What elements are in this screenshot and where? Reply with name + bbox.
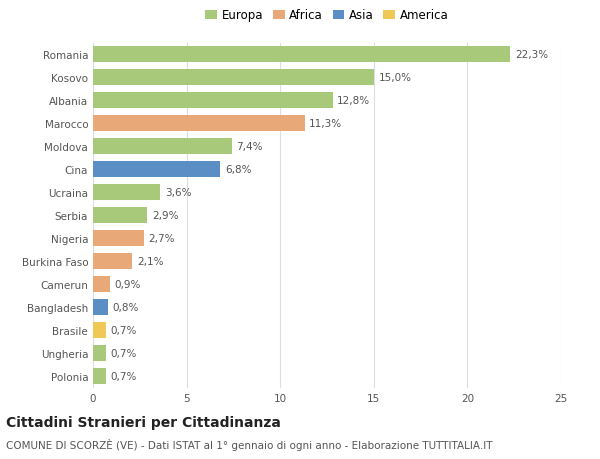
Bar <box>93 47 511 63</box>
Text: Cittadini Stranieri per Cittadinanza: Cittadini Stranieri per Cittadinanza <box>6 415 281 429</box>
Bar <box>93 139 232 155</box>
Text: 12,8%: 12,8% <box>337 96 370 106</box>
Bar <box>93 254 133 269</box>
Bar <box>93 346 106 361</box>
Text: COMUNE DI SCORZÈ (VE) - Dati ISTAT al 1° gennaio di ogni anno - Elaborazione TUT: COMUNE DI SCORZÈ (VE) - Dati ISTAT al 1°… <box>6 438 493 450</box>
Bar <box>93 208 147 224</box>
Text: 2,7%: 2,7% <box>148 234 175 244</box>
Bar <box>93 300 108 315</box>
Bar <box>93 162 220 178</box>
Text: 0,7%: 0,7% <box>111 325 137 336</box>
Bar <box>93 70 374 86</box>
Text: 7,4%: 7,4% <box>236 142 263 152</box>
Bar <box>93 116 305 132</box>
Text: 3,6%: 3,6% <box>165 188 191 198</box>
Legend: Europa, Africa, Asia, America: Europa, Africa, Asia, America <box>200 5 454 27</box>
Text: 0,7%: 0,7% <box>111 348 137 358</box>
Bar <box>93 369 106 384</box>
Text: 0,9%: 0,9% <box>115 280 141 290</box>
Text: 2,1%: 2,1% <box>137 257 163 267</box>
Bar <box>93 185 160 201</box>
Bar <box>93 323 106 338</box>
Text: 15,0%: 15,0% <box>379 73 412 83</box>
Text: 6,8%: 6,8% <box>225 165 251 175</box>
Text: 22,3%: 22,3% <box>515 50 548 60</box>
Bar <box>93 277 110 292</box>
Bar <box>93 93 332 109</box>
Text: 0,7%: 0,7% <box>111 371 137 381</box>
Bar <box>93 231 143 246</box>
Text: 2,9%: 2,9% <box>152 211 178 221</box>
Text: 11,3%: 11,3% <box>309 119 343 129</box>
Text: 0,8%: 0,8% <box>113 302 139 313</box>
